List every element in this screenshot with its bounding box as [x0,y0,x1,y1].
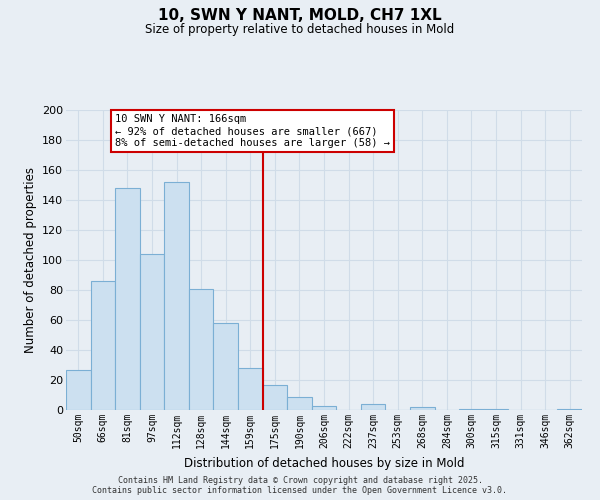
Bar [238,368,263,410]
Bar [312,406,336,410]
Text: 10 SWN Y NANT: 166sqm
← 92% of detached houses are smaller (667)
8% of semi-deta: 10 SWN Y NANT: 166sqm ← 92% of detached … [115,114,390,148]
Bar [287,396,312,410]
Bar [91,281,115,410]
Bar [459,408,484,410]
Bar [361,404,385,410]
Y-axis label: Number of detached properties: Number of detached properties [23,167,37,353]
Bar [214,323,238,410]
Text: Distribution of detached houses by size in Mold: Distribution of detached houses by size … [184,458,464,470]
Bar [410,407,434,410]
Bar [66,370,91,410]
Bar [557,408,582,410]
Bar [140,254,164,410]
Text: Contains HM Land Registry data © Crown copyright and database right 2025.
Contai: Contains HM Land Registry data © Crown c… [92,476,508,495]
Bar [164,182,189,410]
Bar [263,384,287,410]
Text: Size of property relative to detached houses in Mold: Size of property relative to detached ho… [145,22,455,36]
Bar [115,188,140,410]
Text: 10, SWN Y NANT, MOLD, CH7 1XL: 10, SWN Y NANT, MOLD, CH7 1XL [158,8,442,22]
Bar [189,288,214,410]
Bar [484,408,508,410]
